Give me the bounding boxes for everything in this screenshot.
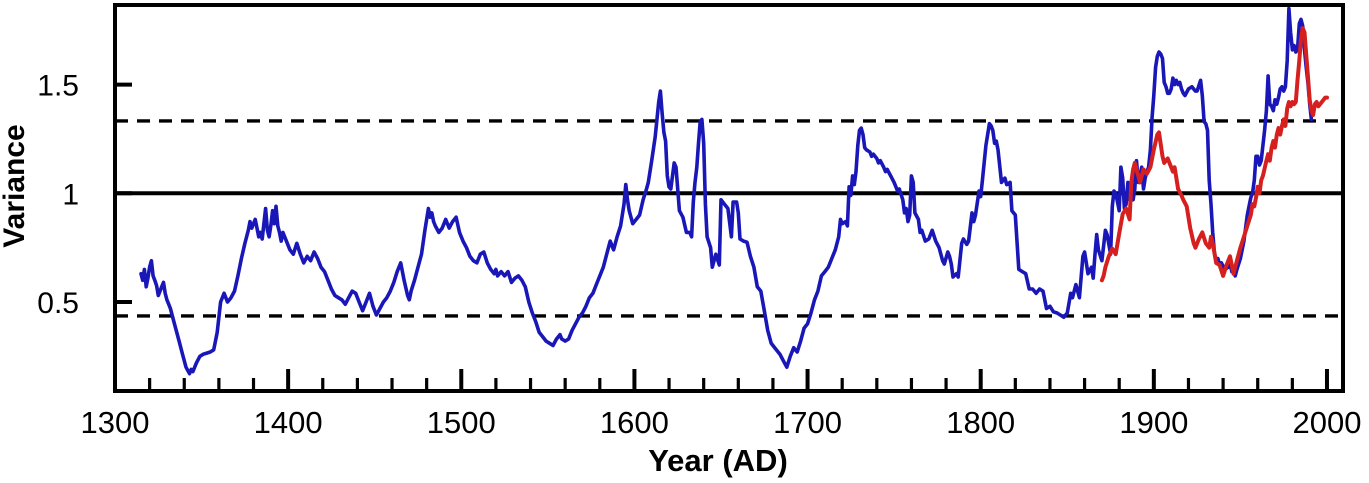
x-tick-label: 1700 bbox=[773, 405, 842, 440]
y-tick-label: 1 bbox=[62, 178, 79, 211]
y-tick-label: 1.5 bbox=[37, 70, 79, 103]
x-tick-label: 1800 bbox=[946, 405, 1015, 440]
x-tick-label: 1300 bbox=[81, 405, 150, 440]
reconstructed-variance-blue-line bbox=[139, 6, 1314, 376]
plot-border bbox=[113, 3, 1345, 393]
y-tick-label: 0.5 bbox=[37, 287, 79, 320]
y-axis-title: Variance bbox=[0, 124, 31, 247]
x-axis-title: Year (AD) bbox=[648, 443, 788, 478]
tick-labels-group: 1300 1400 1500 1600 1700 1800 1900 2000 0.5 1 1.5 bbox=[37, 70, 1361, 440]
x-tick-label: 1400 bbox=[254, 405, 323, 440]
reference-lines-group bbox=[115, 119, 1343, 318]
x-tick-label: 1500 bbox=[427, 405, 496, 440]
data-series-group bbox=[139, 6, 1329, 376]
x-tick-label: 1900 bbox=[1119, 405, 1188, 440]
instrumental-variance-red-line bbox=[1099, 26, 1329, 283]
x-tick-label: 1600 bbox=[600, 405, 669, 440]
x-tick-label: 2000 bbox=[1292, 405, 1361, 440]
